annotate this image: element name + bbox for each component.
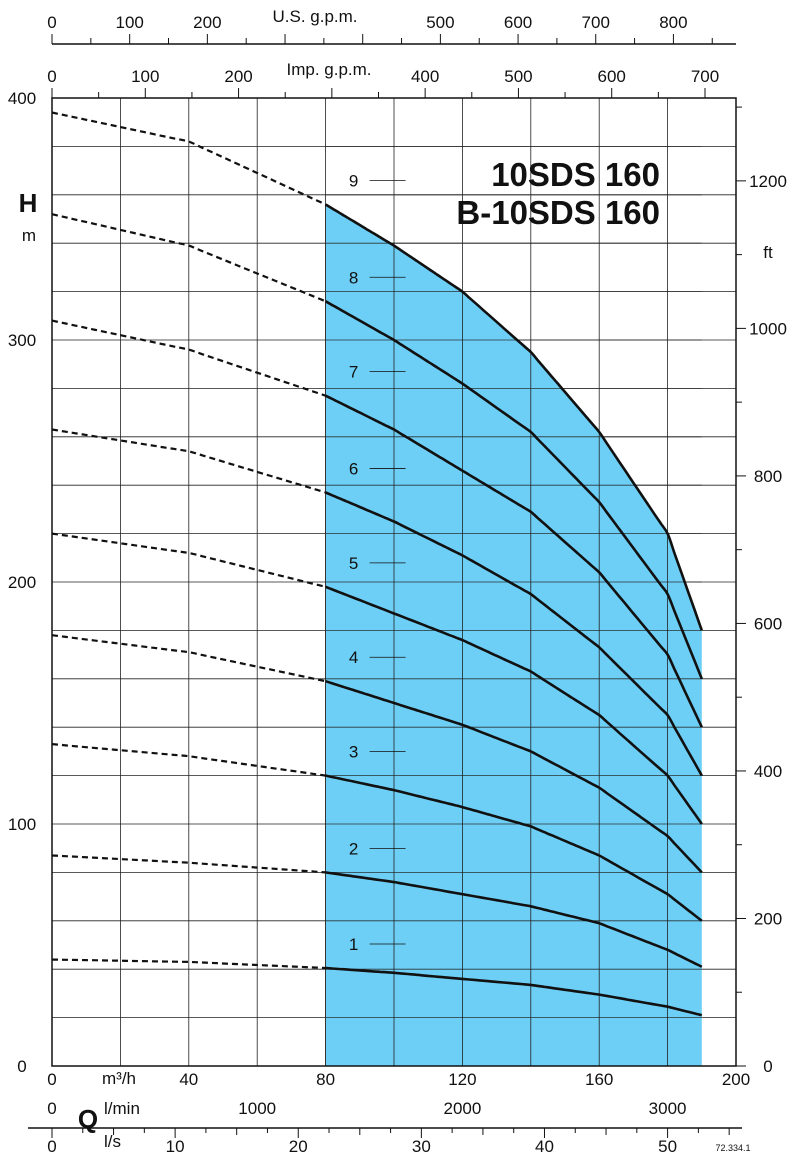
us-gpm-tick-label: 200 <box>193 13 221 32</box>
curve-label-5: 5 <box>349 554 358 573</box>
curve-solid-2 <box>325 871 703 968</box>
x-tick-label: 160 <box>585 1070 613 1089</box>
plot-frame <box>51 97 737 1067</box>
y-right-tick-label: 400 <box>754 762 782 781</box>
curve-label-8: 8 <box>349 268 358 287</box>
imp-gpm-tick-label: 500 <box>504 67 532 86</box>
curve-label-1: 1 <box>349 935 358 954</box>
curve-label-2: 2 <box>349 839 358 858</box>
chart-title-line-1: 10SDS 160 <box>491 156 660 193</box>
curve-solid-1 <box>325 966 703 1017</box>
x-ls-tick-label: 50 <box>658 1137 677 1156</box>
curve-label-7: 7 <box>349 363 358 382</box>
us-gpm-tick-label: 0 <box>47 13 56 32</box>
y-tick-label: 400 <box>8 89 36 108</box>
imp-gpm-tick-label: 700 <box>691 67 719 86</box>
x-lmin-tick-label: 0 <box>47 1099 56 1118</box>
us-gpm-tick-label: 100 <box>115 13 143 32</box>
curve-solid-7 <box>325 394 703 728</box>
y-axis-unit: m <box>22 226 36 245</box>
curve-solid-6 <box>325 491 703 777</box>
curve-solid-4 <box>325 679 703 874</box>
y-right-tick-label: 1000 <box>749 319 787 338</box>
x-ls-tick-label: 10 <box>166 1137 185 1156</box>
curve-label-9: 9 <box>349 171 358 190</box>
imp-gpm-tick-label: 0 <box>47 67 56 86</box>
curve-solid-5 <box>325 585 703 825</box>
imp-gpm-tick-label: 400 <box>411 67 439 86</box>
axes <box>28 34 746 1138</box>
y-tick-label: 200 <box>8 573 36 592</box>
curve-dashed-1 <box>51 958 326 970</box>
y-right-axis-unit: ft <box>763 243 773 262</box>
grid-overlay <box>325 145 702 1066</box>
x-tick-label: 200 <box>722 1070 750 1089</box>
x-axis-unit-m3h: m³/h <box>102 1069 136 1088</box>
curve-solid-9 <box>324 203 704 631</box>
us-gpm-tick-label: 700 <box>582 13 610 32</box>
x-axis-symbol: Q <box>78 1104 98 1134</box>
footnote-code: 72.334.1 <box>715 1143 750 1153</box>
y-tick-label: 300 <box>8 331 36 350</box>
x-lmin-tick-label: 2000 <box>443 1099 481 1118</box>
x-tick-label: 80 <box>316 1070 335 1089</box>
imp-gpm-tick-label: 600 <box>598 67 626 86</box>
curve-dashed-2 <box>51 854 326 874</box>
x-ls-tick-label: 20 <box>289 1137 308 1156</box>
curve-dashed-8 <box>51 213 327 303</box>
curve-dashed-3 <box>51 743 326 777</box>
x-ls-tick-label: 0 <box>47 1137 56 1156</box>
curve-dashed-9 <box>51 111 327 206</box>
x-axis-unit-lmin: l/min <box>104 1099 140 1118</box>
curve-solid-8 <box>324 300 704 680</box>
x-tick-label: 40 <box>179 1070 198 1089</box>
x-lmin-tick-label: 1000 <box>238 1099 276 1118</box>
x-tick-label: 0 <box>47 1070 56 1089</box>
curve-dashed-4 <box>51 634 326 683</box>
top-axis-imp-gpm-label: Imp. g.p.m. <box>286 60 371 79</box>
y-tick-label: 0 <box>17 1057 26 1076</box>
x-lmin-tick-label: 3000 <box>649 1099 687 1118</box>
us-gpm-tick-label: 800 <box>659 13 687 32</box>
operating-range-fill <box>325 204 702 1067</box>
curve-label-3: 3 <box>349 743 358 762</box>
curve-label-4: 4 <box>349 648 358 667</box>
imp-gpm-tick-label: 100 <box>131 67 159 86</box>
y-right-tick-label: 0 <box>763 1057 772 1076</box>
x-ls-tick-label: 30 <box>412 1137 431 1156</box>
y-tick-label: 100 <box>8 815 36 834</box>
x-ls-tick-label: 40 <box>535 1137 554 1156</box>
curve-solid-3 <box>325 774 703 922</box>
y-right-tick-label: 800 <box>754 467 782 486</box>
y-right-tick-label: 200 <box>754 909 782 928</box>
top-axis-us-gpm-label: U.S. g.p.m. <box>272 7 357 26</box>
chart-title-line-2: B-10SDS 160 <box>456 194 660 231</box>
us-gpm-tick-label: 600 <box>504 13 532 32</box>
x-tick-label: 120 <box>448 1070 476 1089</box>
curve-dashed-6 <box>51 428 326 494</box>
us-gpm-tick-label: 500 <box>426 13 454 32</box>
curves: 1 2 3 4 5 6 7 8 9 <box>51 111 704 1017</box>
curve-dashed-5 <box>51 532 326 588</box>
curve-label-6: 6 <box>349 459 358 478</box>
y-axis-symbol: H <box>19 188 38 218</box>
x-axis-unit-ls: l/s <box>104 1132 121 1151</box>
y-right-tick-label: 600 <box>754 614 782 633</box>
y-right-tick-label: 1200 <box>749 172 787 191</box>
imp-gpm-tick-label: 200 <box>224 67 252 86</box>
